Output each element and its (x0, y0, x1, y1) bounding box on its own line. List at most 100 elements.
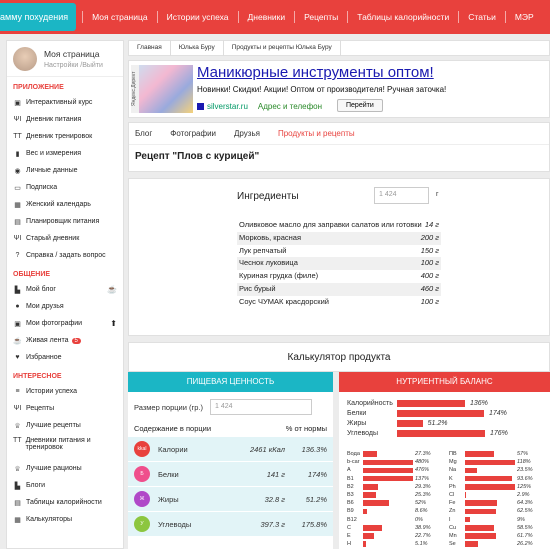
sidebar-item[interactable]: ▮ Вес и измерения (7, 145, 123, 162)
tab[interactable]: Продукты и рецепты (277, 129, 355, 138)
sidebar-item[interactable]: ▣ Интерактивный курс (7, 94, 123, 111)
micro-value: 2.9% (517, 492, 530, 499)
sidebar-action-icon[interactable]: ☕ (107, 285, 117, 294)
ad-address-link[interactable]: Адрес и телефон (257, 102, 323, 111)
micro-name: Fe (449, 500, 456, 507)
sidebar-item-label: Дневник питания (26, 116, 82, 123)
portion-size-input[interactable]: 1 424 (210, 399, 313, 415)
sidebar-item[interactable]: ▭ Подписка (7, 179, 123, 196)
sidebar-item[interactable]: ▙ Мой блог ☕ (7, 281, 123, 298)
sidebar-item-label: Дневники питания и тренировок (25, 437, 91, 451)
ingredients-label: Ингредиенты (237, 191, 299, 202)
micro-name: E (347, 532, 351, 539)
sidebar-item[interactable]: ▙ Блоги (7, 477, 123, 494)
balance-bar (397, 419, 423, 427)
sidebar-item-icon: ● (15, 303, 20, 310)
micro-bar (465, 516, 470, 523)
sidebar-item[interactable]: ΨΙ Старый дневник (7, 230, 123, 247)
micro-bar (363, 500, 389, 506)
ingredient-row: Куриная грудка (филе) 400 г (237, 270, 441, 283)
sidebar-item-icon: ♕ (14, 465, 21, 473)
sidebar-item[interactable]: ▤ Планировщик питания (7, 213, 123, 230)
profile-tabs-box: Блог Фотографии Друзья Продукты и рецепты Р… (128, 122, 550, 172)
micro-value: 62.5% (517, 508, 533, 515)
sidebar-item-label: Женский календарь (26, 201, 91, 208)
micro-row: K 93.6% (449, 475, 547, 483)
nav-item[interactable]: Таблицы калорийности (347, 11, 458, 23)
sidebar-item-label: Таблицы калорийности (26, 499, 102, 506)
sidebar-item[interactable]: ▤ Таблицы калорийности (7, 494, 123, 511)
settings-link[interactable]: Настройки (44, 61, 79, 69)
breadcrumb-item[interactable]: Продукты и рецепты Юлька Буру (224, 40, 341, 56)
nav-item[interactable]: Рецепты (294, 11, 347, 23)
micro-bar (363, 508, 368, 515)
micro-row: Ph 125% (449, 483, 547, 491)
nav-item[interactable]: Моя страница (82, 11, 157, 23)
calculator-panels: ПИЩЕВАЯ ЦЕННОСТЬ Размер порции (гр.) 1 4… (128, 372, 550, 549)
sidebar-action-icon[interactable]: ⬆ (110, 319, 117, 328)
micro-name: K (449, 475, 453, 482)
nav-item[interactable]: Статьи (458, 11, 505, 23)
sidebar-item[interactable]: ? Справка / задать вопрос (7, 247, 123, 264)
ad-site-link[interactable]: silverstar.ru (207, 102, 248, 111)
micro-bar-track (363, 467, 413, 474)
total-weight-input[interactable]: 1 424 (374, 187, 429, 204)
micro-row: Zn 62.5% (449, 507, 547, 515)
breadcrumb-item[interactable]: Главная (129, 40, 171, 56)
sidebar-item[interactable]: ▣ Мои фотографии ⬆ (7, 315, 123, 332)
breadcrumb-item[interactable]: Юлька Буру (171, 40, 224, 56)
micro-row: A 476% (347, 466, 445, 474)
tab[interactable]: Блог (135, 129, 153, 138)
ad-title[interactable]: Маникюрные инструменты оптом! (197, 64, 434, 81)
avatar[interactable] (13, 46, 37, 71)
ad-banner[interactable]: Яндекс.Директ Маникюрные инструменты опт… (128, 60, 550, 118)
sidebar-item[interactable]: ΤΤ Дневники питания и тренировок (7, 434, 123, 460)
ad-image[interactable] (131, 65, 193, 113)
recipe-title: Рецепт "Плов с курицей" (135, 151, 260, 162)
logout-link[interactable]: Выйти (82, 61, 103, 69)
sidebar-item[interactable]: ♕ Лучшие рационы (7, 460, 123, 477)
ad-go-button[interactable]: Перейти (337, 99, 383, 112)
micro-bar-track (465, 516, 515, 523)
sidebar-item[interactable]: ΨΙ Рецепты (7, 400, 123, 417)
sidebar-item[interactable]: ΤΤ Дневник тренировок (7, 128, 123, 145)
micro-name: Вода (347, 451, 360, 458)
weight-unit: г (436, 191, 439, 198)
micro-bar (363, 533, 375, 539)
micro-name: Se (449, 541, 456, 548)
sidebar-item[interactable]: ◉ Личные данные (7, 162, 123, 179)
micro-row: B6 52% (347, 499, 445, 507)
tab[interactable]: Друзья (234, 129, 260, 138)
micro-row: ПВ 57% (449, 450, 547, 458)
micro-row: B3 25.3% (347, 491, 445, 499)
balance-value: 174% (489, 409, 507, 417)
sidebar-item[interactable]: ☕ Живая лента 5 (7, 332, 123, 349)
balance-grid-left: Вода 27.3% b-car 480% A 476% B1 137% B2 29.3% B3 25… (347, 450, 445, 549)
ingredient-name: Морковь, красная (239, 232, 302, 242)
nutrient-icon: Б (134, 466, 150, 482)
ingredient-qty: 150 г (420, 245, 439, 255)
sidebar-item[interactable]: ♥ Избранное (7, 349, 123, 366)
micro-bar (465, 475, 512, 482)
sidebar-item-label: Вес и измерения (26, 150, 82, 157)
nav-item[interactable]: Дневники (237, 11, 295, 23)
nav-item[interactable]: Истории успеха (156, 11, 238, 23)
brand-link[interactable]: амму похудения (0, 3, 77, 31)
micro-bar-track (465, 500, 515, 507)
sidebar-item[interactable]: ▦ Женский календарь (7, 196, 123, 213)
sidebar-item[interactable]: ΨΙ Дневник питания (7, 111, 123, 128)
nutrient-percent: 136.3% (301, 444, 327, 454)
tab[interactable]: Фотографии (170, 129, 217, 138)
micro-bar-track (363, 525, 413, 532)
ad-site[interactable]: silverstar.ru Адрес и телефон (197, 102, 322, 111)
balance-row: Белки 174% (347, 408, 550, 418)
micro-bar (363, 451, 377, 457)
my-page-link[interactable]: Моя страница (44, 48, 100, 59)
nav-item[interactable]: МЭР (504, 11, 543, 23)
micro-bar-track (363, 492, 413, 499)
sidebar-item[interactable]: ♕ Лучшие рецепты (7, 417, 123, 434)
sidebar-item[interactable]: ▦ Калькуляторы (7, 511, 123, 528)
sidebar-item[interactable]: ≡ Истории успеха (7, 383, 123, 400)
sidebar-item[interactable]: ● Мои друзья (7, 298, 123, 315)
micro-bar-track (465, 467, 515, 474)
